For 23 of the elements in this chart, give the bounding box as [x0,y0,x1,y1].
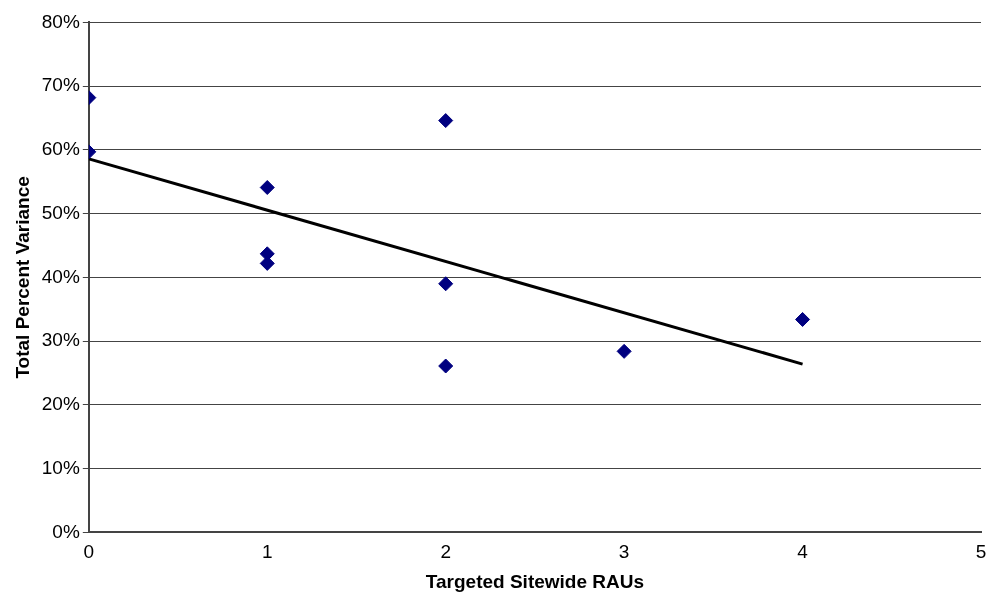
x-axis-title: Targeted Sitewide RAUs [425,570,645,592]
y-tick-label: 0% [52,520,80,542]
y-tick-label: 50% [41,201,80,223]
y-tick-label: 20% [41,393,80,415]
point [438,358,454,374]
y-tick-label: 10% [41,456,80,478]
x-tick-label: 3 [618,541,630,563]
x-tick-label: 5 [975,541,987,563]
y-tick-label: 40% [41,265,80,287]
x-tick-label: 2 [440,541,451,563]
y-tick-label: 30% [41,329,80,351]
point [438,276,454,292]
y-tick-label: 70% [41,74,80,96]
y-axis-title: Total Percent Variance [11,176,33,379]
point [259,180,275,196]
x-tick-label: 4 [797,541,809,563]
point [795,311,811,327]
y-tick-label: 80% [41,10,80,32]
x-tick-label: 1 [261,541,273,563]
point [616,343,632,359]
point [438,113,454,129]
y-tick-label: 60% [41,138,80,160]
x-tick-label: 0 [83,541,95,563]
